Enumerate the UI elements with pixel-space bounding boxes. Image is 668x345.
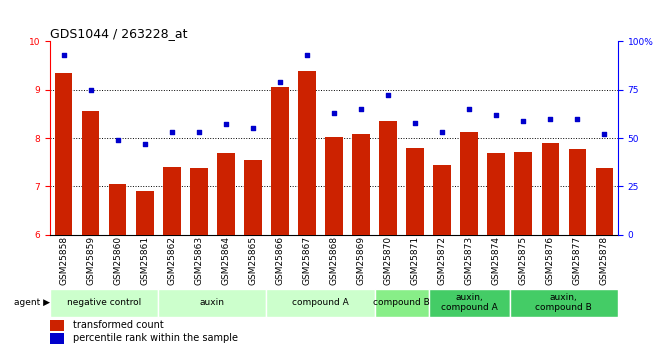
Bar: [190, 168, 208, 235]
Text: negative control: negative control: [67, 298, 142, 307]
Point: [220, 122, 231, 127]
Text: compound B: compound B: [373, 298, 430, 307]
Text: GSM25865: GSM25865: [248, 236, 257, 285]
Text: GSM25866: GSM25866: [275, 236, 285, 285]
Point: [545, 116, 556, 121]
Text: GSM25877: GSM25877: [573, 236, 582, 285]
Text: GSM25870: GSM25870: [383, 236, 393, 285]
Text: GSM25860: GSM25860: [113, 236, 122, 285]
Bar: [271, 87, 289, 235]
Point: [194, 129, 204, 135]
Text: agent ▶: agent ▶: [14, 298, 50, 307]
Bar: [488, 154, 505, 235]
Point: [302, 52, 313, 58]
Point: [437, 129, 448, 135]
Text: GSM25874: GSM25874: [492, 236, 501, 285]
Text: auxin,
compound A: auxin, compound A: [441, 293, 498, 313]
Text: GSM25869: GSM25869: [357, 236, 365, 285]
Text: compound A: compound A: [292, 298, 349, 307]
Point: [248, 126, 259, 131]
Bar: [429, 289, 510, 317]
Bar: [375, 289, 429, 317]
Text: GSM25864: GSM25864: [221, 236, 230, 285]
Bar: [568, 149, 586, 235]
Point: [491, 112, 502, 118]
Point: [275, 79, 285, 85]
Bar: [55, 73, 72, 235]
Text: GDS1044 / 263228_at: GDS1044 / 263228_at: [50, 27, 188, 40]
Point: [383, 93, 393, 98]
Bar: [352, 134, 370, 235]
Bar: [542, 143, 559, 235]
Point: [329, 110, 339, 116]
Text: percentile rank within the sample: percentile rank within the sample: [73, 333, 238, 343]
Bar: [109, 184, 126, 235]
Bar: [298, 71, 316, 235]
Bar: [50, 289, 158, 317]
Text: GSM25868: GSM25868: [329, 236, 339, 285]
Text: GSM25873: GSM25873: [465, 236, 474, 285]
Bar: [514, 151, 532, 235]
Bar: [136, 191, 154, 235]
Text: GSM25858: GSM25858: [59, 236, 68, 285]
Bar: [460, 132, 478, 235]
Bar: [379, 121, 397, 235]
Point: [599, 131, 610, 137]
Point: [464, 106, 474, 112]
Text: transformed count: transformed count: [73, 320, 164, 330]
Bar: [82, 111, 100, 235]
Text: GSM25876: GSM25876: [546, 236, 555, 285]
Point: [58, 52, 69, 58]
Bar: [50, 319, 64, 331]
Point: [572, 116, 582, 121]
Point: [86, 87, 96, 92]
Bar: [510, 289, 618, 317]
Point: [518, 118, 528, 124]
Bar: [406, 148, 424, 235]
Point: [409, 120, 420, 125]
Text: auxin,
compound B: auxin, compound B: [536, 293, 593, 313]
Text: auxin: auxin: [200, 298, 225, 307]
Bar: [158, 289, 267, 317]
Text: GSM25861: GSM25861: [140, 236, 149, 285]
Text: GSM25878: GSM25878: [600, 236, 609, 285]
Text: GSM25872: GSM25872: [438, 236, 447, 285]
Bar: [267, 289, 375, 317]
Bar: [50, 333, 64, 344]
Point: [112, 137, 123, 143]
Bar: [163, 167, 180, 235]
Text: GSM25875: GSM25875: [519, 236, 528, 285]
Bar: [325, 137, 343, 235]
Text: GSM25859: GSM25859: [86, 236, 95, 285]
Bar: [596, 168, 613, 235]
Text: GSM25863: GSM25863: [194, 236, 203, 285]
Bar: [217, 154, 234, 235]
Point: [166, 129, 177, 135]
Bar: [244, 160, 262, 235]
Point: [355, 106, 366, 112]
Bar: [434, 165, 451, 235]
Point: [140, 141, 150, 147]
Text: GSM25862: GSM25862: [167, 236, 176, 285]
Text: GSM25871: GSM25871: [411, 236, 420, 285]
Text: GSM25867: GSM25867: [303, 236, 311, 285]
